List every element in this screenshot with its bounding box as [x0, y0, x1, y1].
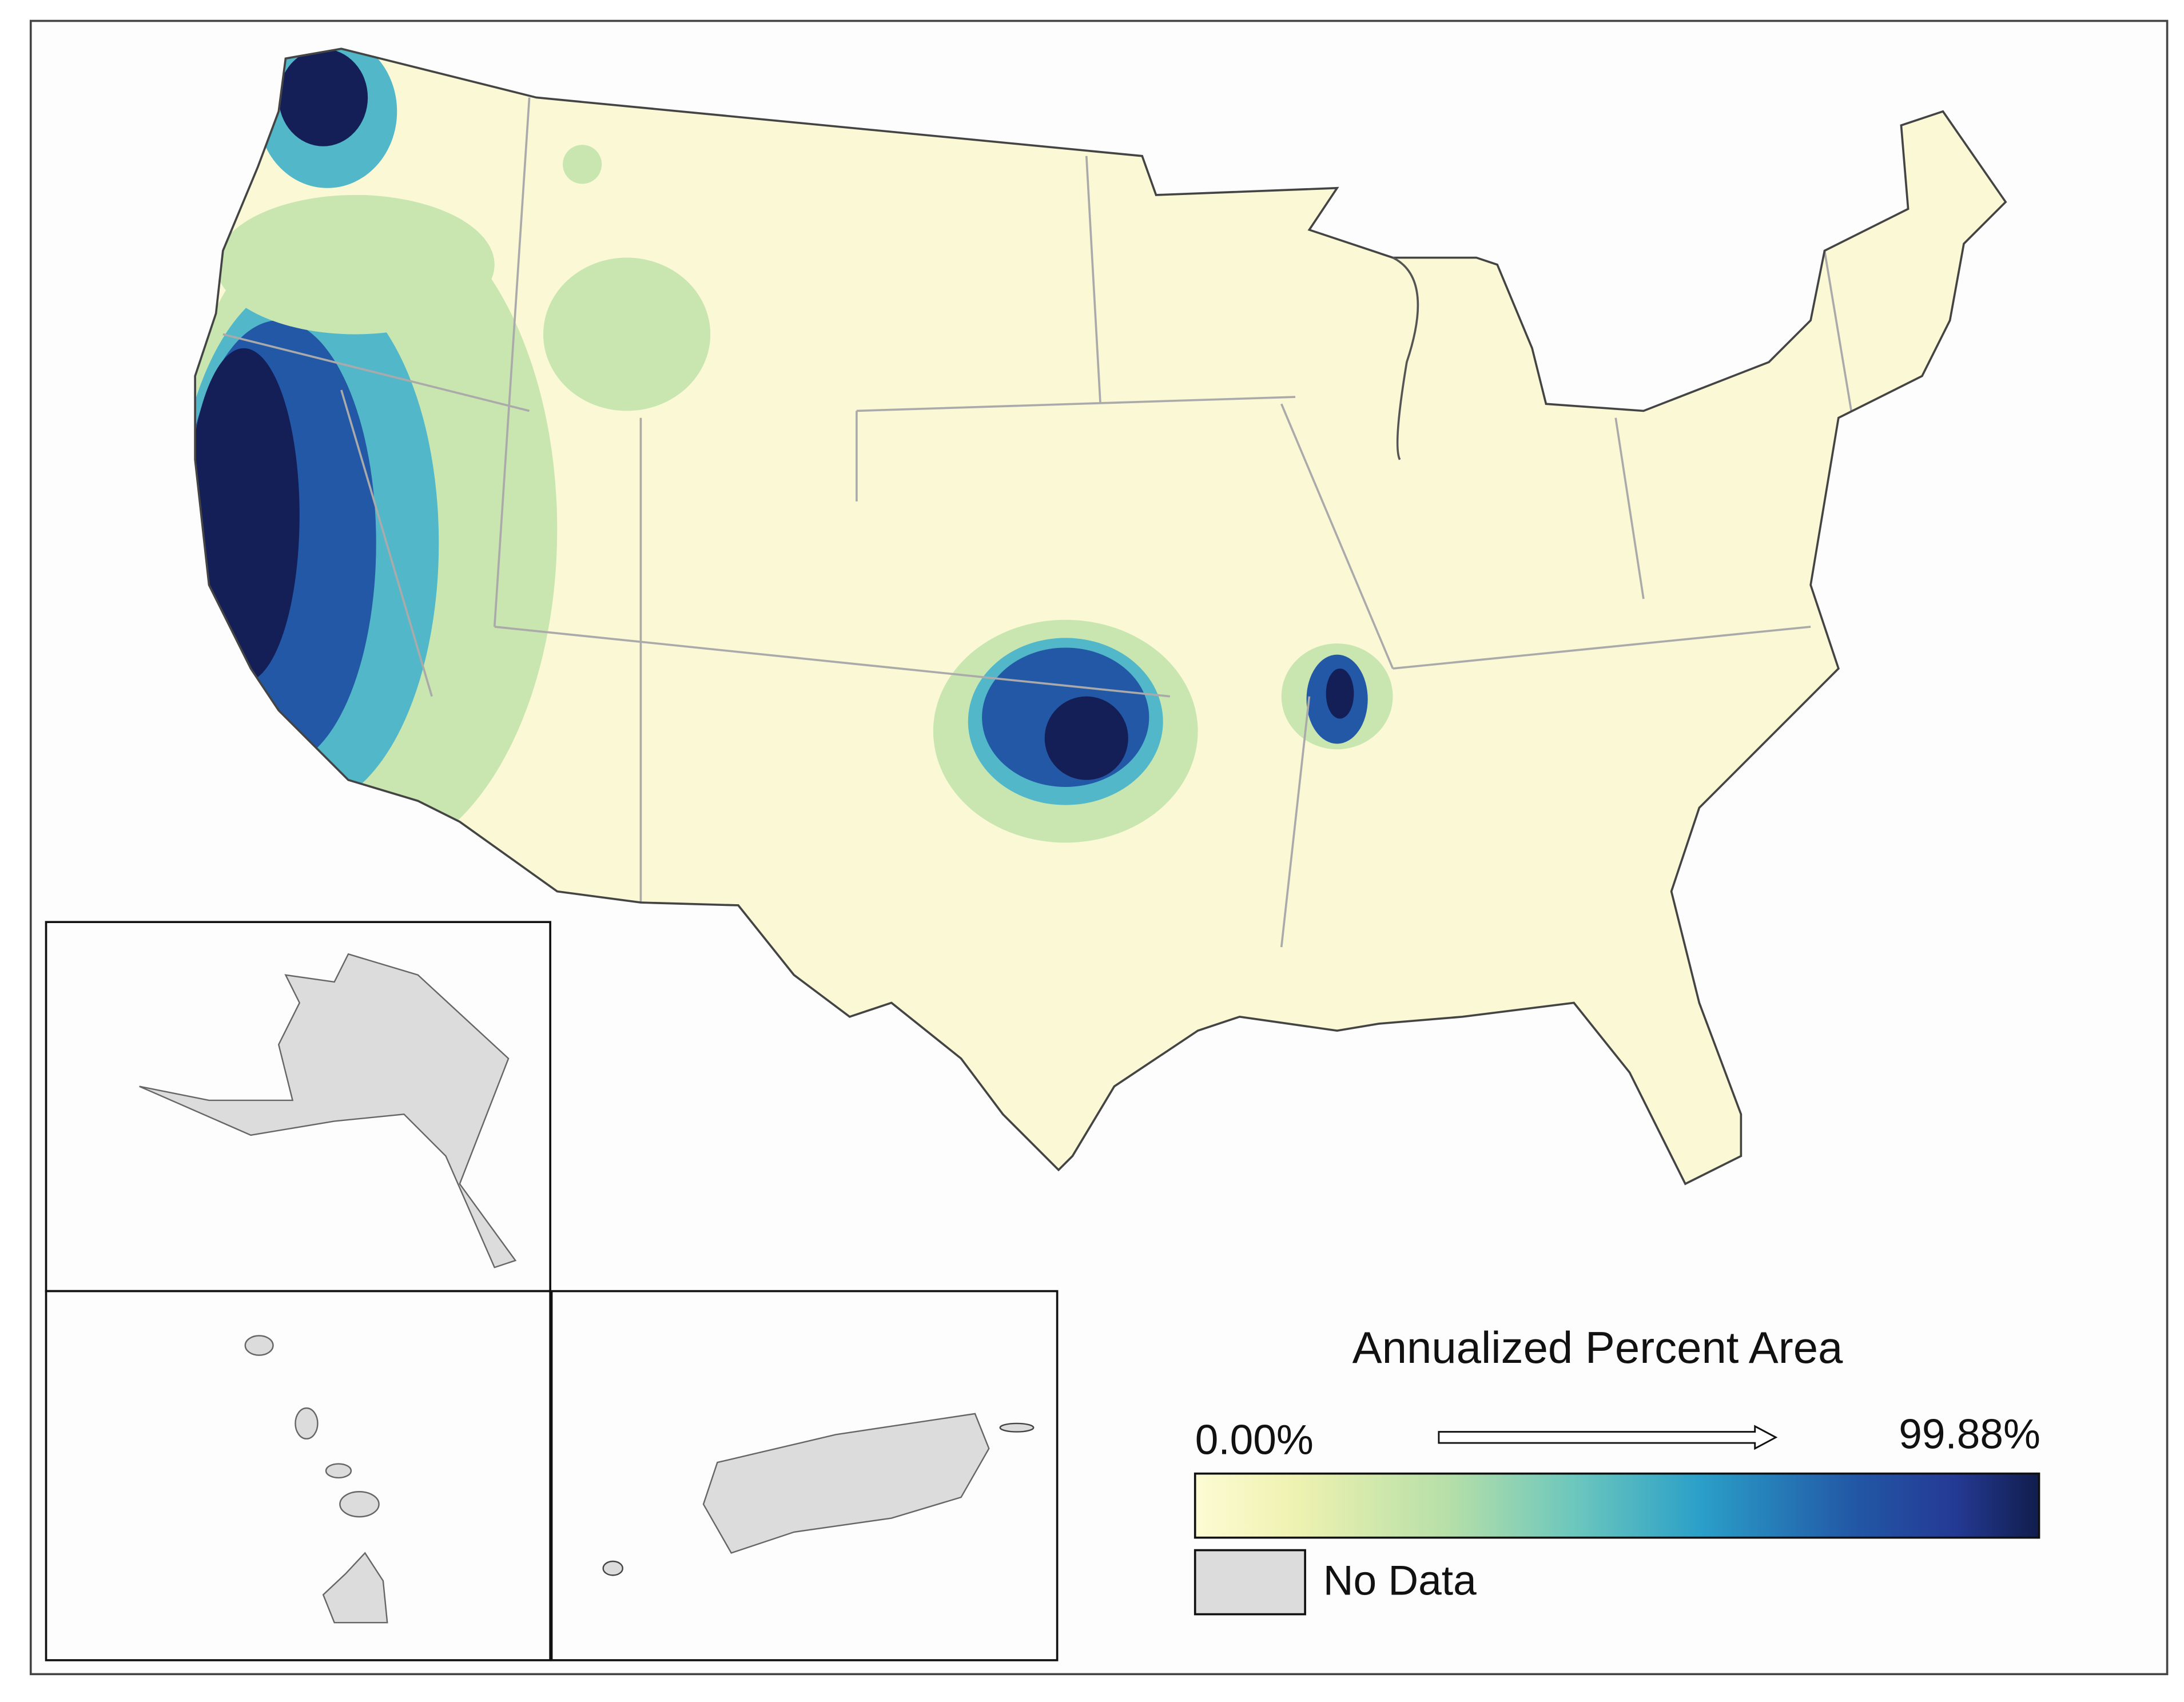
hazard-zone — [1326, 668, 1354, 719]
no-data-label: No Data — [1323, 1557, 1477, 1604]
no-data-swatch — [1194, 1549, 1306, 1616]
puerto-rico — [702, 1413, 990, 1554]
hazard-zone — [543, 257, 711, 411]
alaska — [139, 953, 517, 1268]
hawaii-inset — [45, 1290, 551, 1661]
legend-arrow — [1438, 1425, 1778, 1450]
insets — [45, 921, 1059, 1661]
state-borders — [222, 97, 1854, 948]
hazard-zone — [279, 49, 368, 146]
hazard-zone — [563, 145, 602, 184]
lake-michigan — [1392, 256, 1419, 460]
hawaii — [244, 1335, 388, 1624]
legend-min: 0.00% — [1195, 1417, 1314, 1463]
hazard-zone — [216, 194, 495, 335]
hazard-zone — [1044, 696, 1128, 780]
legend-max: 99.88% — [1899, 1411, 2040, 1458]
legend: Annualized Percent Area 0.00% 99.88% No … — [1194, 1322, 2040, 1616]
legend-title: Annualized Percent Area — [1352, 1322, 1843, 1373]
mona-island — [602, 1560, 624, 1576]
vieques — [999, 1422, 1035, 1433]
us-outline — [194, 47, 2007, 1186]
color-scale — [1194, 1472, 2040, 1539]
